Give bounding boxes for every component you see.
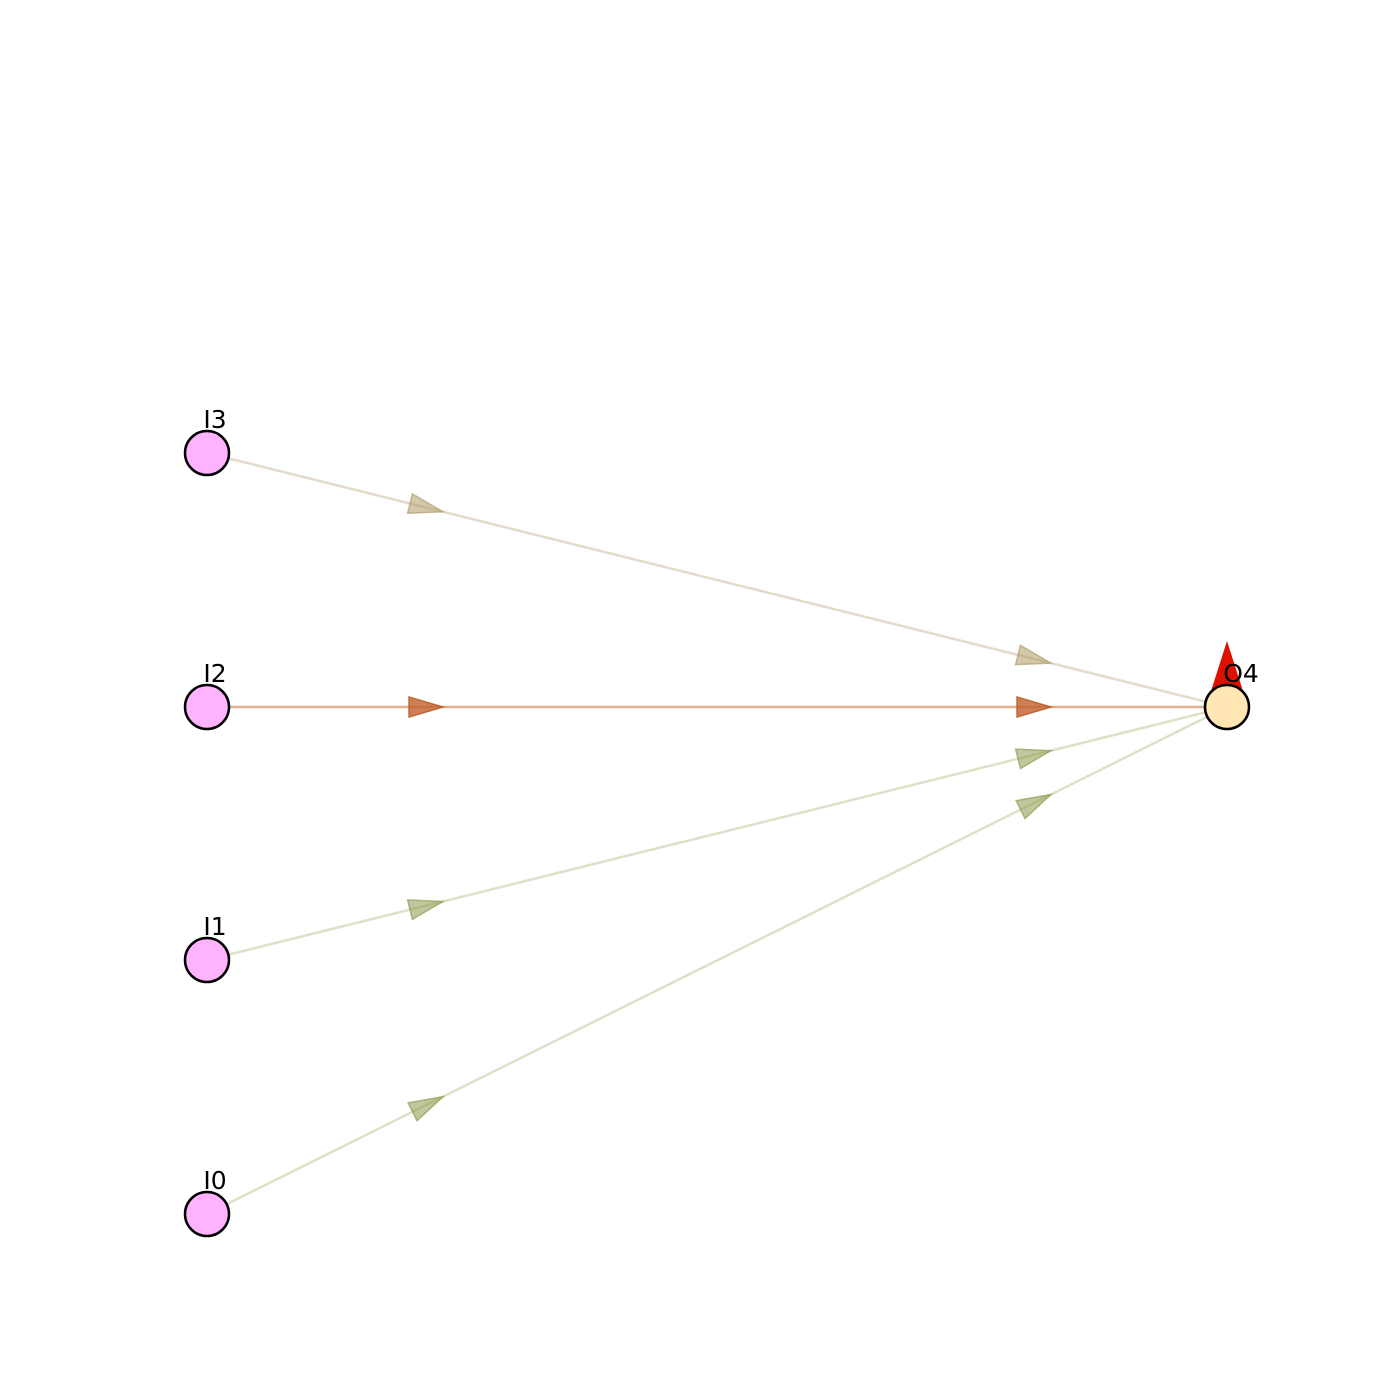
edge-I3-O4 — [206, 451, 1206, 703]
edge-I1-O4-arrowhead-target — [1014, 748, 1054, 770]
input-node-circle — [183, 683, 231, 731]
edge-layer — [206, 451, 1208, 1216]
edge-I0-O4-arrowhead-target — [1014, 793, 1054, 820]
node-O4: O4 — [1203, 659, 1259, 731]
edge-I1-O4 — [206, 711, 1206, 962]
node-label-O4: O4 — [1223, 659, 1259, 688]
edge-I1-O4-arrowhead-source — [406, 899, 446, 921]
edge-I0-O4-arrowhead-source — [406, 1095, 446, 1123]
node-I1: I1 — [183, 912, 231, 984]
node-layer: I0 I1 I2 I3 O4 — [183, 405, 1259, 1238]
node-label-I3: I3 — [203, 405, 226, 434]
node-I0: I0 — [183, 1166, 231, 1238]
edge-I2-O4-arrowhead-target — [1016, 695, 1054, 719]
marker-layer — [1211, 641, 1243, 691]
output-marker-icon — [1211, 641, 1243, 691]
node-label-I0: I0 — [203, 1166, 226, 1195]
node-I3: I3 — [183, 405, 231, 477]
node-label-I2: I2 — [203, 659, 226, 688]
edge-I0-O4 — [206, 715, 1208, 1216]
input-node-circle — [183, 936, 231, 984]
input-node-circle — [183, 429, 231, 477]
node-label-I1: I1 — [203, 912, 226, 941]
edge-I3-O4-arrowhead-source — [406, 492, 446, 515]
edge-I2-O4-arrowhead-source — [408, 695, 446, 719]
input-node-circle — [183, 1190, 231, 1238]
node-I2: I2 — [183, 659, 231, 731]
output-node-circle — [1203, 683, 1251, 731]
edge-I3-O4-arrowhead-target — [1014, 644, 1054, 666]
